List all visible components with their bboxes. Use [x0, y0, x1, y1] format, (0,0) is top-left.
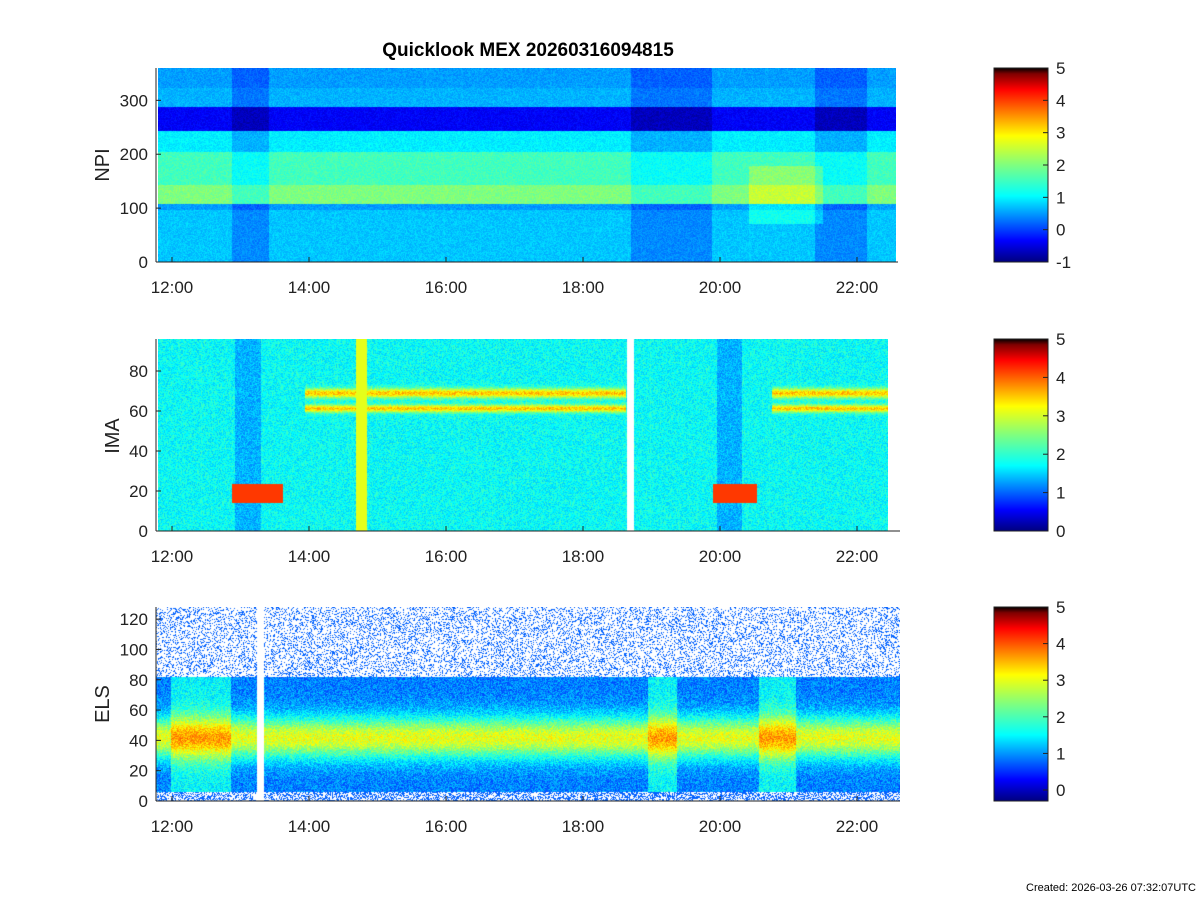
y-tick-label: 100 [120, 199, 148, 218]
npi-colorbar [993, 67, 1049, 263]
els-axes: 12:00 14:00 16:00 18:00 20:00 22:00 0 20 40 60 80 1… [120, 607, 900, 836]
y-tick-label: 0 [139, 253, 148, 272]
y-tick-label: 100 [120, 640, 148, 659]
ima-spectrogram [158, 339, 888, 531]
x-tick-label: 18:00 [562, 547, 605, 566]
colorbar-tick-label: 5 [1056, 330, 1065, 349]
els-panel: 12:00 14:00 16:00 18:00 20:00 22:000204060801… [92, 598, 1065, 836]
colorbar-tick-label: 3 [1056, 124, 1065, 143]
colorbar-tick-label: 4 [1056, 635, 1065, 654]
colorbar-tick-label: 5 [1056, 598, 1065, 617]
colorbar-tick-label: 1 [1056, 484, 1065, 503]
colorbar-tick-label: 0 [1056, 221, 1065, 240]
colorbar-tick-label: 2 [1056, 708, 1065, 727]
colorbar-tick-label: 5 [1056, 59, 1065, 78]
colorbar-tick-label: -1 [1056, 253, 1071, 272]
colorbar-tick-label: 2 [1056, 156, 1065, 175]
y-tick-label: 0 [139, 522, 148, 541]
els-colorbar [993, 606, 1049, 802]
npi-ylabel: NPI [92, 148, 114, 181]
x-tick-label: 22:00 [836, 817, 879, 836]
y-tick-label: 40 [129, 442, 148, 461]
x-tick-label: 18:00 [562, 817, 605, 836]
ima-axes: 12:00 14:00 16:00 18:00 20:00 22:00 0 20 40 60 80 [129, 339, 900, 566]
y-tick-label: 40 [129, 731, 148, 750]
els-spectrogram [156, 607, 900, 801]
els-colorbar-ticks: 0 1 2 3 4 5 [1043, 598, 1065, 800]
x-tick-label: 22:00 [836, 278, 879, 297]
x-tick-label: 20:00 [699, 547, 742, 566]
x-tick-label: 18:00 [562, 278, 605, 297]
x-tick-label: 14:00 [288, 817, 331, 836]
colorbar-tick-label: 4 [1056, 91, 1065, 110]
x-tick-label: 20:00 [699, 817, 742, 836]
y-tick-label: 20 [129, 482, 148, 501]
figure-title: Quicklook MEX 20260316094815 [382, 40, 674, 61]
y-tick-label: 60 [129, 402, 148, 421]
npi-spectrogram [158, 68, 896, 262]
x-tick-label: 16:00 [425, 278, 468, 297]
y-tick-label: 0 [139, 792, 148, 811]
created-timestamp: Created: 2026-03-26 07:32:07UTC [1026, 882, 1196, 894]
x-tick-label: 16:00 [425, 817, 468, 836]
colorbar-tick-label: 1 [1056, 188, 1065, 207]
ima-ylabel: IMA [102, 418, 124, 454]
ima-panel: 12:00 14:00 16:00 18:00 20:00 22:00020406080 … [102, 330, 1065, 566]
npi-colorbar-ticks: -1 0 1 2 3 4 5 [1043, 59, 1071, 272]
colorbar-tick-label: 2 [1056, 445, 1065, 464]
y-tick-label: 200 [120, 145, 148, 164]
x-tick-label: 20:00 [699, 278, 742, 297]
x-tick-label: 12:00 [151, 547, 194, 566]
npi-axes: 12:00 14:00 16:00 18:00 20:00 22:00 0 100 200 300 [120, 68, 898, 297]
x-tick-label: 12:00 [151, 817, 194, 836]
y-tick-label: 20 [129, 762, 148, 781]
y-tick-label: 300 [120, 91, 148, 110]
colorbar-tick-label: 0 [1056, 781, 1065, 800]
colorbar-tick-label: 3 [1056, 671, 1065, 690]
x-tick-label: 14:00 [288, 547, 331, 566]
y-tick-label: 80 [129, 362, 148, 381]
els-ylabel: ELS [92, 685, 114, 723]
colorbar-tick-label: 1 [1056, 744, 1065, 763]
x-tick-label: 16:00 [425, 547, 468, 566]
ima-colorbar [993, 338, 1049, 532]
x-tick-label: 14:00 [288, 278, 331, 297]
colorbar-tick-label: 0 [1056, 522, 1065, 541]
colorbar-tick-label: 3 [1056, 407, 1065, 426]
x-tick-label: 12:00 [151, 278, 194, 297]
y-tick-label: 60 [129, 701, 148, 720]
ima-colorbar-ticks: 0 1 2 3 4 5 [1043, 330, 1065, 541]
y-tick-label: 80 [129, 671, 148, 690]
x-tick-label: 22:00 [836, 547, 879, 566]
npi-panel: 12:00 14:00 16:00 18:00 20:00 22:00 0 100 200 300… [92, 59, 1071, 297]
y-tick-label: 120 [120, 610, 148, 629]
colorbar-tick-label: 4 [1056, 368, 1065, 387]
